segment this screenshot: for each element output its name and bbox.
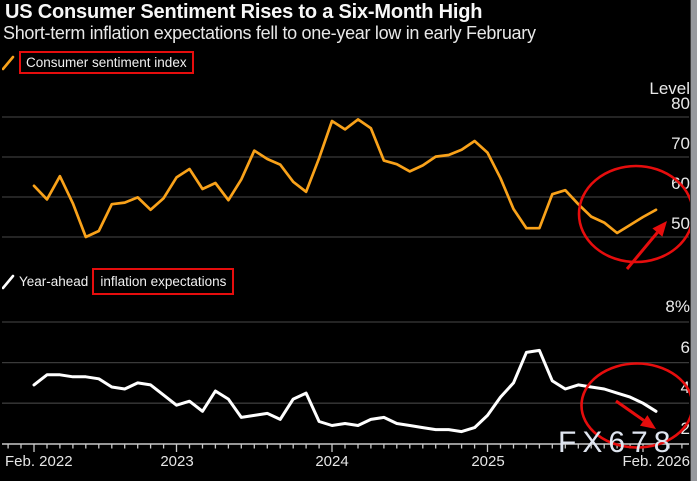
x-tick-label: Feb. 2022 (5, 453, 73, 470)
y-axis-unit-label: Level (649, 79, 690, 98)
sentiment-series-line (32, 118, 658, 239)
y-tick-label: 70 (671, 134, 690, 153)
inflation-annotation-arrow (615, 399, 645, 422)
vertical-scrollbar[interactable] (690, 0, 697, 481)
sentiment-legend: Consumer sentiment index (2, 51, 194, 74)
sentiment-annotation-arrow (625, 231, 659, 270)
x-tick-label: 2025 (471, 453, 505, 470)
sentiment-gridlines (2, 116, 689, 238)
sentiment-annotation-arrowhead (652, 221, 667, 237)
inflation-legend: Year-ahead inflation expectations (2, 268, 235, 295)
inflation-legend-boxed-label: inflation expectations (92, 268, 235, 295)
chart-subtitle: Short-term inflation expectations fell t… (3, 23, 536, 43)
y-tick-label: 8% (665, 297, 690, 316)
sentiment-line-swatch-icon (2, 55, 15, 70)
inflation-line-swatch-icon (2, 274, 15, 289)
y-tick-label: 6 (680, 338, 690, 357)
inflation-annotation-arrowhead (640, 415, 656, 429)
watermark: FX678 (558, 426, 677, 459)
annotations (577, 164, 695, 449)
x-tick-label: Feb. 2026 (622, 453, 690, 470)
inflation-legend-prefix: Year-ahead (19, 274, 89, 289)
sentiment-annotation-ellipse (577, 164, 695, 264)
inflation-series-line (32, 348, 658, 434)
chart-title: US Consumer Sentiment Rises to a Six-Mon… (5, 1, 483, 23)
x-axis (2, 443, 689, 452)
x-tick-label: 2023 (160, 453, 194, 470)
x-tick-label: 2024 (315, 453, 349, 470)
sentiment-legend-label: Consumer sentiment index (19, 51, 194, 74)
y-tick-label: 50 (671, 214, 690, 233)
y-tick-label: 4 (680, 378, 690, 397)
y-tick-label: 80 (671, 94, 690, 113)
inflation-gridlines (2, 321, 689, 404)
